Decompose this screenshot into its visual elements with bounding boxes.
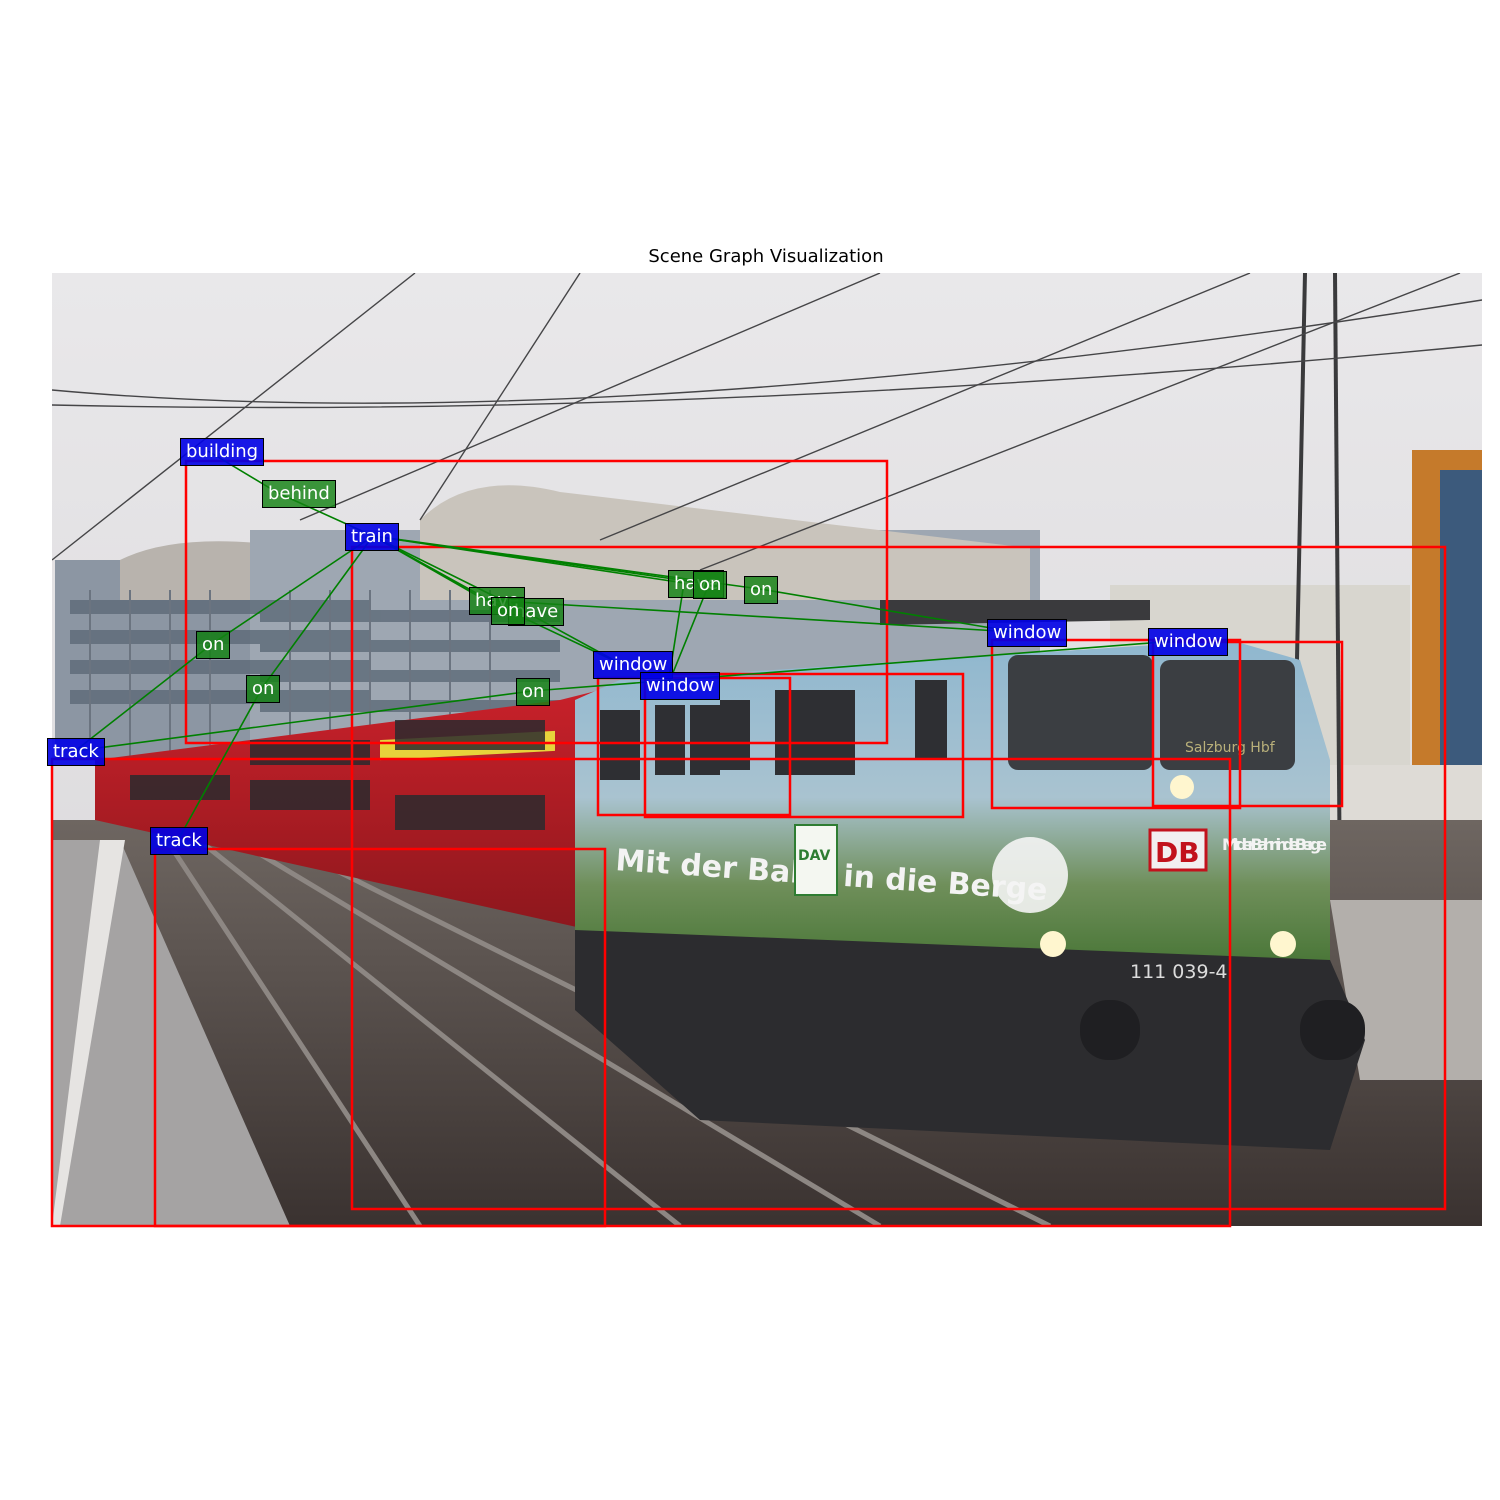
edge-8-1 (372, 535, 710, 585)
relation-label-on: on (246, 675, 281, 703)
headlights (1040, 775, 1296, 957)
edge-6-0 (759, 588, 1016, 633)
edge-4-0 (211, 535, 374, 645)
dav-logo: DAV (798, 848, 831, 864)
edge-1-1 (484, 599, 1016, 633)
locomotive: Mit der Bahn in die Berge DAV DB Mit der… (575, 600, 1365, 1150)
box-window-1 (990, 638, 1242, 810)
destination-display: Salzburg Hbf (1185, 740, 1276, 756)
box-track-1 (50, 757, 1232, 1228)
relation-label-on: on (693, 571, 728, 599)
edge-4-1 (74, 643, 213, 752)
red-double-deck-train (95, 690, 600, 930)
box-building (184, 459, 889, 745)
db-logo: DB (1155, 836, 1200, 869)
node-label-window4: window (640, 672, 721, 700)
edge-5-0 (261, 535, 374, 689)
overhead-wires (52, 273, 1482, 571)
loco-number: 111 039-4 (1130, 961, 1228, 983)
node-label-track2: track (150, 827, 208, 855)
relation-label-on: on (516, 678, 551, 706)
node-label-window1: window (987, 619, 1068, 647)
relation-label-on: on (196, 631, 231, 659)
node-label-building: building (180, 438, 265, 466)
edelweiss (992, 837, 1068, 913)
edge-9-0 (531, 640, 1177, 692)
bounding-boxes (50, 459, 1447, 1228)
node-label-train: train (345, 523, 399, 551)
left-platform (52, 840, 290, 1226)
relation-label-behind: behind (262, 480, 336, 508)
node-label-track1: track (47, 738, 105, 766)
edge-9-1 (74, 690, 533, 752)
relation-label-on: on (491, 597, 526, 625)
box-track-2 (153, 847, 607, 1228)
node-label-window2: window (1148, 628, 1229, 656)
loco-slogan-front: Mit der Bahn in die Berge (1222, 835, 1327, 854)
pantograph (880, 600, 1150, 625)
relation-label-on: on (744, 576, 779, 604)
box-window-2 (1151, 640, 1344, 808)
edge-8-0 (667, 583, 710, 686)
figure-title: Scene Graph Visualization (648, 246, 884, 267)
box-train (350, 545, 1447, 1211)
edge-5-1 (177, 687, 263, 841)
box-window-4 (643, 672, 965, 819)
